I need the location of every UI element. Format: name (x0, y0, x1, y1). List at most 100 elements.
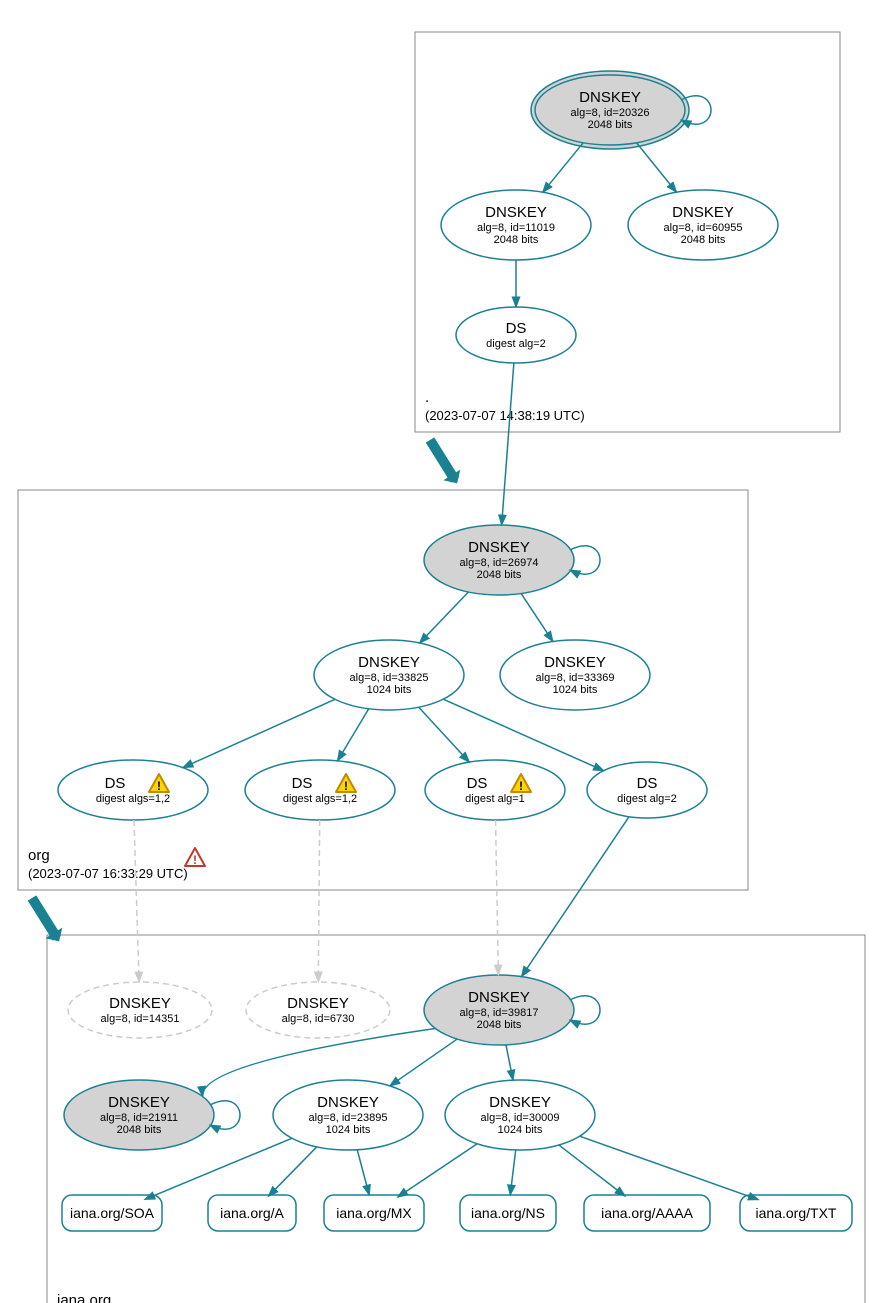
svg-text:DNSKEY: DNSKEY (579, 89, 641, 106)
svg-text:2048 bits: 2048 bits (494, 234, 539, 246)
svg-text:alg=8, id=6730: alg=8, id=6730 (282, 1013, 355, 1025)
edge-iana_zsk2-rr_ns (510, 1150, 516, 1195)
edge-iana_zsk2-rr_aaaa (559, 1145, 625, 1196)
svg-text:DNSKEY: DNSKEY (358, 654, 420, 671)
node-org_ds2: DSdigest algs=1,2 (245, 760, 395, 820)
edge-org_ksk-org_zsk1 (420, 592, 469, 643)
delegation-arrow (32, 898, 57, 938)
node-iana_k6730: DNSKEYalg=8, id=6730 (246, 982, 390, 1038)
node-iana_zsk1: DNSKEYalg=8, id=238951024 bits (273, 1080, 423, 1150)
svg-text:DS: DS (292, 775, 313, 792)
edge-iana_zsk1-rr_mx (357, 1150, 369, 1195)
edge-root_ksk-root_zsk1 (543, 143, 584, 193)
node-iana_zsk2: DNSKEYalg=8, id=300091024 bits (445, 1080, 595, 1150)
svg-text:alg=8, id=60955: alg=8, id=60955 (664, 222, 743, 234)
node-org_zsk2: DNSKEYalg=8, id=333691024 bits (500, 640, 650, 710)
svg-text:iana.org/TXT: iana.org/TXT (756, 1205, 837, 1221)
node-rr_aaaa: iana.org/AAAA (584, 1195, 710, 1231)
edge-iana_zsk2-rr_mx (398, 1144, 478, 1197)
node-rr_a: iana.org/A (208, 1195, 296, 1231)
svg-text:iana.org/AAAA: iana.org/AAAA (601, 1205, 693, 1221)
svg-text:!: ! (193, 853, 197, 867)
svg-text:digest alg=1: digest alg=1 (465, 793, 525, 805)
svg-text:2048 bits: 2048 bits (681, 234, 726, 246)
delegation-arrow (430, 440, 455, 480)
warning-icon: ! (185, 848, 205, 867)
svg-text:alg=8, id=14351: alg=8, id=14351 (101, 1013, 180, 1025)
svg-text:alg=8, id=39817: alg=8, id=39817 (460, 1007, 539, 1019)
zone-ts-root: (2023-07-07 14:38:19 UTC) (425, 408, 585, 423)
edge-org_ds4-iana_ksk (521, 817, 629, 977)
svg-text:iana.org/NS: iana.org/NS (471, 1205, 545, 1221)
svg-text:alg=8, id=33825: alg=8, id=33825 (350, 672, 429, 684)
svg-text:alg=8, id=26974: alg=8, id=26974 (460, 557, 539, 569)
node-root_ksk: DNSKEYalg=8, id=203262048 bits (531, 71, 689, 149)
svg-text:!: ! (519, 779, 523, 793)
node-iana_sep: DNSKEYalg=8, id=219112048 bits (64, 1080, 214, 1150)
svg-text:DNSKEY: DNSKEY (544, 654, 606, 671)
svg-text:1024 bits: 1024 bits (326, 1124, 371, 1136)
node-rr_mx: iana.org/MX (324, 1195, 424, 1231)
svg-text:DNSKEY: DNSKEY (317, 1094, 379, 1111)
svg-text:1024 bits: 1024 bits (553, 684, 598, 696)
svg-text:DNSKEY: DNSKEY (108, 1094, 170, 1111)
svg-text:!: ! (344, 779, 348, 793)
node-iana_k14351: DNSKEYalg=8, id=14351 (68, 982, 212, 1038)
svg-text:2048 bits: 2048 bits (588, 119, 633, 131)
node-root_ds: DSdigest alg=2 (456, 307, 576, 363)
edge-iana_ksk-iana_zsk2 (506, 1045, 513, 1080)
svg-text:digest algs=1,2: digest algs=1,2 (96, 793, 170, 805)
svg-text:DS: DS (105, 775, 126, 792)
node-rr_soa: iana.org/SOA (62, 1195, 162, 1231)
svg-text:alg=8, id=33369: alg=8, id=33369 (536, 672, 615, 684)
svg-text:DNSKEY: DNSKEY (468, 989, 530, 1006)
edge-org_ds3-iana_ksk (496, 820, 499, 975)
edge-org_ds2-iana_k6730 (318, 820, 319, 982)
node-org_ds1: DSdigest algs=1,2 (58, 760, 208, 820)
edge-iana_zsk2-rr_txt (580, 1136, 759, 1199)
edge-org_zsk1-org_ds1 (183, 699, 335, 767)
svg-text:2048 bits: 2048 bits (117, 1124, 162, 1136)
node-org_ksk: DNSKEYalg=8, id=269742048 bits (424, 525, 574, 595)
edge-iana_ksk-iana_zsk1 (390, 1039, 457, 1086)
svg-text:digest algs=1,2: digest algs=1,2 (283, 793, 357, 805)
node-root_zsk2: DNSKEYalg=8, id=609552048 bits (628, 190, 778, 260)
svg-text:DS: DS (467, 775, 488, 792)
svg-text:alg=8, id=30009: alg=8, id=30009 (481, 1112, 560, 1124)
edge-org_ksk-org_zsk2 (521, 593, 553, 641)
svg-text:iana.org/A: iana.org/A (220, 1205, 284, 1221)
svg-text:digest alg=2: digest alg=2 (486, 338, 546, 350)
zone-label-root: . (425, 389, 429, 406)
svg-text:DNSKEY: DNSKEY (485, 204, 547, 221)
svg-text:iana.org/MX: iana.org/MX (336, 1205, 412, 1221)
zone-label-iana: iana.org (57, 1292, 111, 1303)
node-org_ds3: DSdigest alg=1 (425, 760, 565, 820)
svg-text:iana.org/SOA: iana.org/SOA (70, 1205, 155, 1221)
svg-text:alg=8, id=11019: alg=8, id=11019 (477, 222, 555, 234)
svg-text:2048 bits: 2048 bits (477, 1019, 522, 1031)
svg-text:digest alg=2: digest alg=2 (617, 793, 677, 805)
svg-text:alg=8, id=21911: alg=8, id=21911 (100, 1112, 178, 1124)
node-org_zsk1: DNSKEYalg=8, id=338251024 bits (314, 640, 464, 710)
node-org_ds4: DSdigest alg=2 (587, 762, 707, 818)
svg-text:1024 bits: 1024 bits (498, 1124, 543, 1136)
svg-text:DS: DS (506, 320, 527, 337)
svg-text:!: ! (157, 779, 161, 793)
svg-text:1024 bits: 1024 bits (367, 684, 412, 696)
edge-org_zsk1-org_ds3 (419, 707, 470, 762)
svg-text:DNSKEY: DNSKEY (468, 539, 530, 556)
zone-ts-org: (2023-07-07 16:33:29 UTC) (28, 866, 188, 881)
svg-text:DNSKEY: DNSKEY (109, 995, 171, 1012)
svg-text:alg=8, id=20326: alg=8, id=20326 (571, 107, 650, 119)
svg-text:DNSKEY: DNSKEY (287, 995, 349, 1012)
edge-iana_zsk1-rr_a (268, 1147, 316, 1196)
edge-root_ksk-root_zsk2 (636, 143, 676, 193)
zone-label-org: org (28, 847, 50, 864)
svg-text:DNSKEY: DNSKEY (489, 1094, 551, 1111)
svg-text:DS: DS (637, 775, 658, 792)
edge-org_zsk1-org_ds2 (338, 709, 369, 761)
edge-root_ds-org_ksk (502, 363, 514, 525)
node-rr_txt: iana.org/TXT (740, 1195, 852, 1231)
svg-text:DNSKEY: DNSKEY (672, 204, 734, 221)
node-iana_ksk: DNSKEYalg=8, id=398172048 bits (424, 975, 574, 1045)
